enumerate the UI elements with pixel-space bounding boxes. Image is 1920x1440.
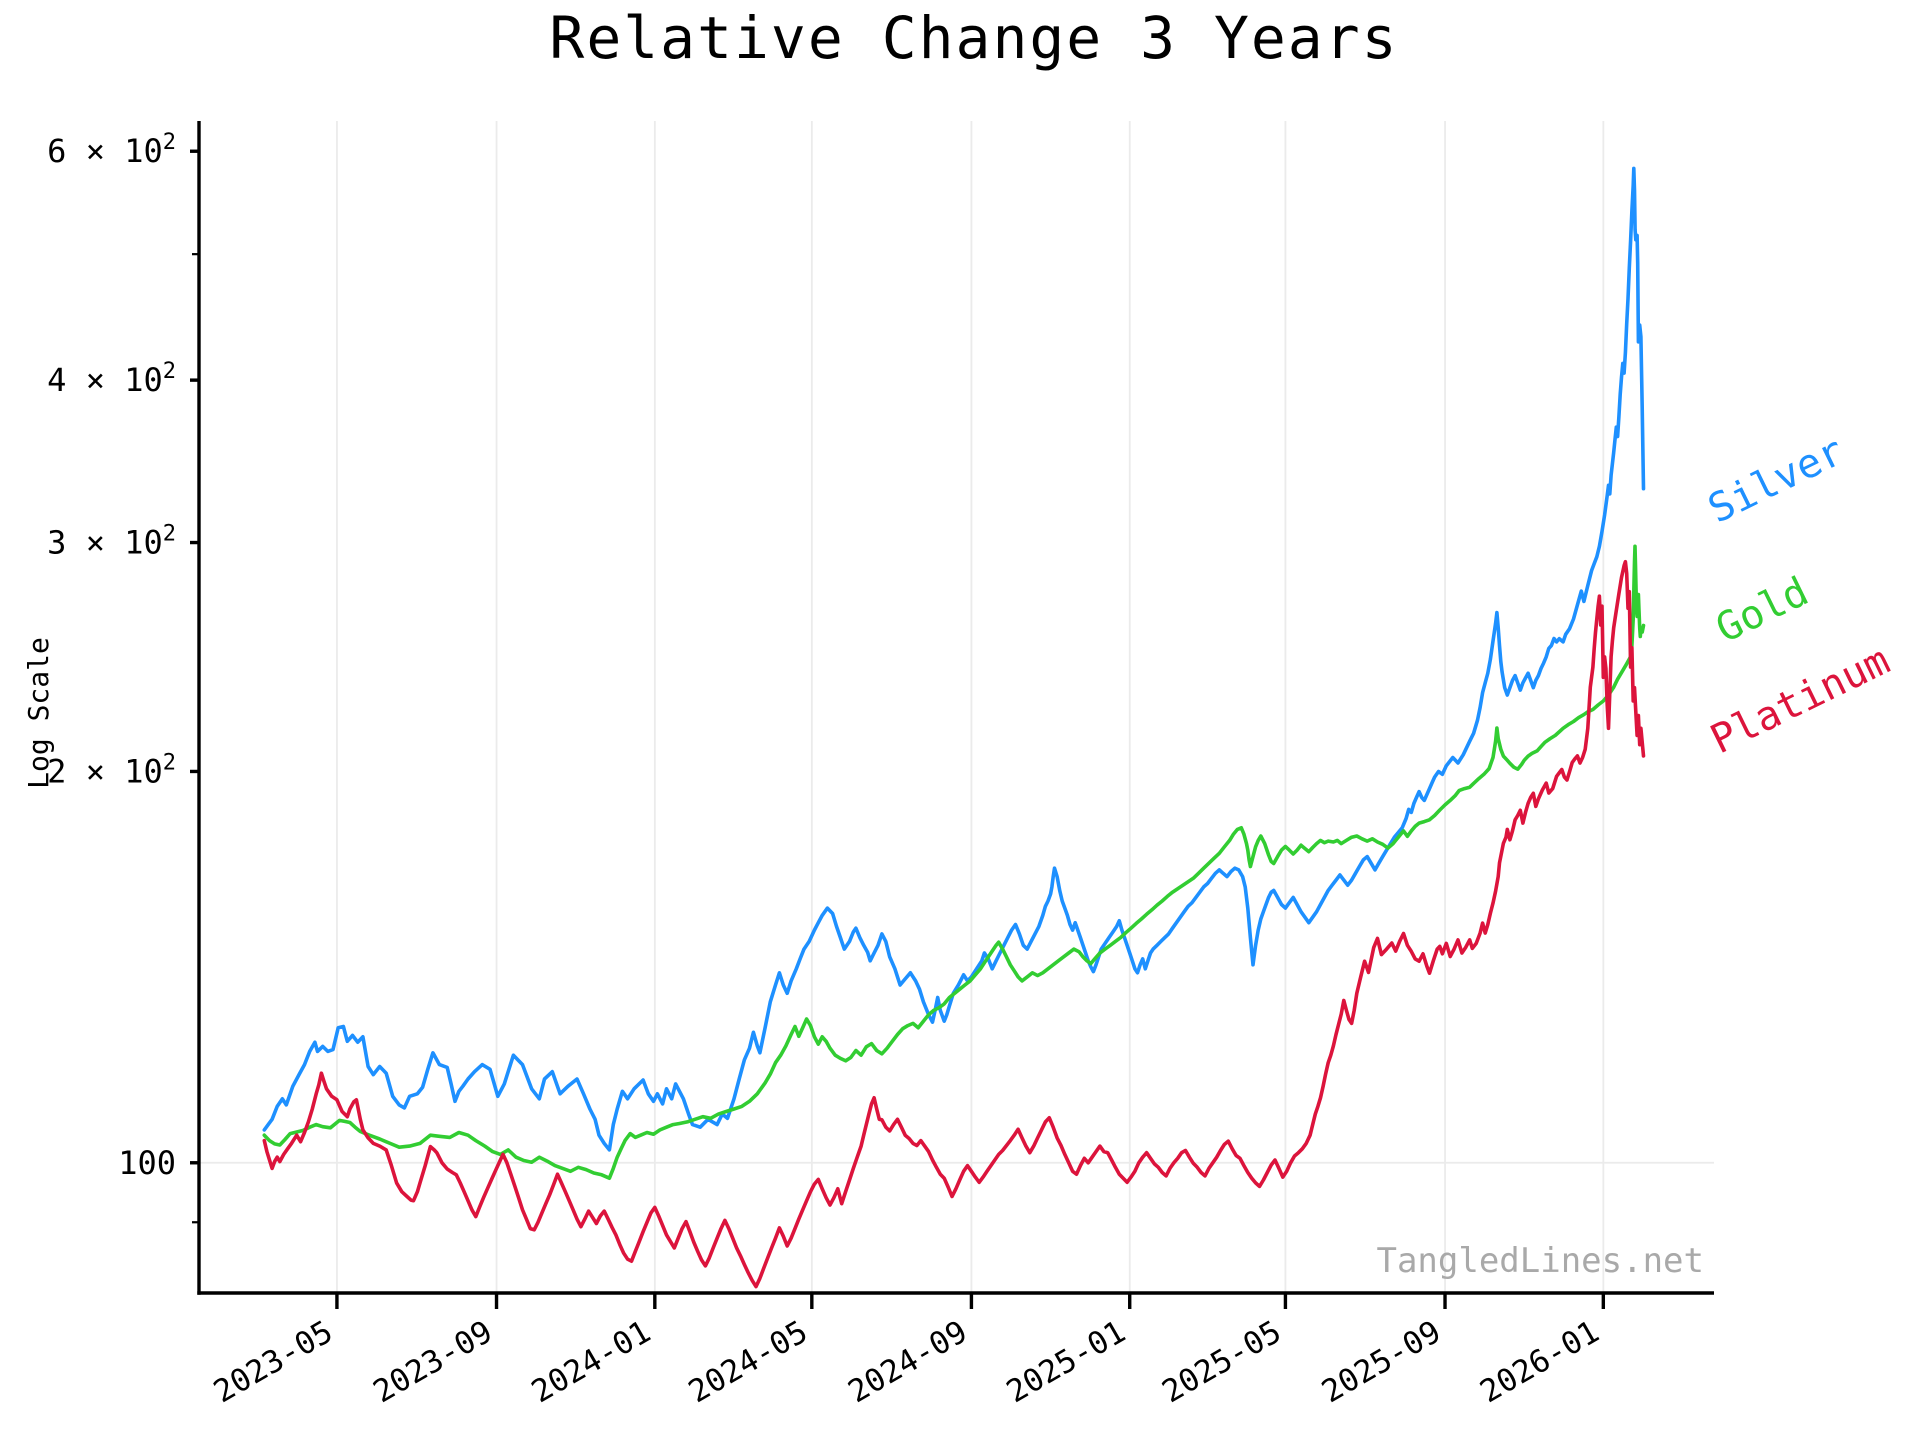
x-tick-labels: 2023-05 2023-09 2024-01 2024-05 2024-09 2025-… bbox=[208, 1314, 1606, 1411]
x-tick-label: 2023-09 bbox=[367, 1314, 498, 1411]
y-tick-label: 4 × 102 bbox=[47, 359, 176, 399]
series-line-platinum bbox=[262, 559, 1646, 1289]
x-tick-label: 2024-09 bbox=[842, 1314, 973, 1411]
x-tick-label: 2026-01 bbox=[1474, 1314, 1605, 1411]
x-tick-label: 2023-05 bbox=[208, 1314, 339, 1411]
y-tick-label: 6 × 102 bbox=[47, 130, 176, 170]
x-tick-label: 2025-05 bbox=[1156, 1314, 1287, 1411]
watermark: TangledLines.net bbox=[1376, 1241, 1704, 1281]
x-tick-label: 2025-09 bbox=[1316, 1314, 1447, 1411]
series-line-silver bbox=[262, 166, 1646, 1152]
y-axis-label: Log Scale bbox=[22, 637, 55, 789]
series-label-gold: Gold bbox=[1709, 569, 1816, 653]
x-tick-label: 2024-01 bbox=[526, 1314, 657, 1411]
y-tick-label: 100 bbox=[118, 1144, 176, 1182]
series-lines bbox=[262, 166, 1646, 1289]
page-title: Relative Change 3 Years bbox=[549, 4, 1398, 72]
axes bbox=[190, 121, 1714, 1309]
series-line-gold bbox=[262, 544, 1646, 1180]
y-tick-labels: 6 × 102 4 × 102 3 × 102 2 × 102 100 bbox=[47, 130, 176, 1182]
series-label-platinum: Platinum bbox=[1704, 637, 1897, 763]
series-label-silver: Silver bbox=[1701, 428, 1851, 533]
y-tick-label: 3 × 102 bbox=[47, 522, 176, 562]
gridlines bbox=[199, 121, 1714, 1293]
x-tick-label: 2024-05 bbox=[683, 1314, 814, 1411]
y-tick-label: 2 × 102 bbox=[47, 750, 176, 790]
x-tick-label: 2025-01 bbox=[1001, 1314, 1132, 1411]
